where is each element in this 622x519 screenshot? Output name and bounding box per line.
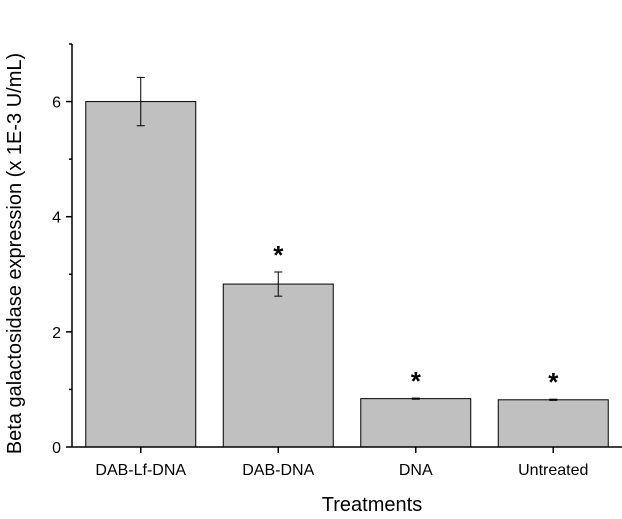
bar-dab-dna xyxy=(222,283,334,448)
bars-layer xyxy=(85,101,609,448)
x-tick-label: Untreated xyxy=(518,462,588,479)
significance-markers-layer: * * * xyxy=(273,240,559,397)
x-tick-label: DAB-Lf-DNA xyxy=(95,462,186,479)
x-tick-label: DAB-DNA xyxy=(242,462,314,479)
significance-marker: * xyxy=(273,240,284,270)
error-bar xyxy=(136,76,145,127)
significance-marker: * xyxy=(411,366,422,396)
x-ticks-layer: DAB-Lf-DNA DAB-DNA DNA Untreated xyxy=(95,447,588,479)
y-tick-label: 0 xyxy=(52,440,61,457)
axes-layer xyxy=(71,44,622,448)
significance-marker: * xyxy=(548,367,559,397)
bar-dna xyxy=(360,398,472,448)
error-bar xyxy=(411,397,420,400)
error-bar xyxy=(274,271,283,297)
y-tick-label: 6 xyxy=(52,95,61,112)
y-tick-label: 4 xyxy=(52,210,61,227)
y-axis-title: Beta galactosidase expression (x 1E-3 U/… xyxy=(4,53,26,454)
y-ticks-layer: 0 2 4 6 xyxy=(52,43,72,457)
error-bar xyxy=(549,398,558,401)
error-bars-layer xyxy=(136,76,558,401)
x-axis-title: Treatments xyxy=(322,494,422,516)
bar-untreated xyxy=(497,399,609,448)
y-tick-label: 2 xyxy=(52,325,61,342)
x-tick-label: DNA xyxy=(399,462,433,479)
bar-dab-lf-dna xyxy=(85,101,197,448)
